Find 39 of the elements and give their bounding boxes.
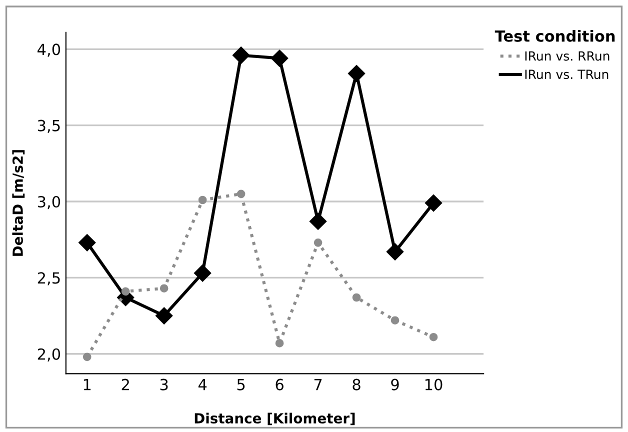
x-tick-label: 4 <box>198 379 207 390</box>
y-tick-label: 4,0 <box>38 44 60 57</box>
point <box>314 238 322 247</box>
legend-title: Test condition <box>494 30 615 42</box>
y-tick-label: 3,5 <box>38 120 60 133</box>
legend-label: IRun vs. TRun <box>525 70 608 80</box>
x-axis-title: Distance [Kilometer] <box>194 412 355 426</box>
point <box>429 332 438 342</box>
point <box>348 64 366 82</box>
x-tick-label: 2 <box>122 378 129 390</box>
x-tick-label: 7 <box>314 379 322 390</box>
point <box>271 50 288 67</box>
x-tick-label: 9 <box>391 378 399 390</box>
x-tick-label: 6 <box>276 378 284 390</box>
point <box>78 234 96 252</box>
x-tick-label: 1 <box>84 379 91 390</box>
point <box>352 293 361 302</box>
point <box>275 339 284 348</box>
point <box>236 190 246 198</box>
point <box>156 307 173 324</box>
point <box>310 212 327 230</box>
point <box>386 243 404 260</box>
y-tick-label: 2,5 <box>38 272 60 286</box>
point <box>390 316 400 325</box>
point <box>198 196 207 204</box>
point <box>194 264 212 282</box>
y-axis-title: DeltaD [m/s2] <box>12 150 25 256</box>
point <box>121 287 130 296</box>
y-tick-label: 2,0 <box>38 348 60 362</box>
legend-label: IRun vs. RRun <box>525 51 610 61</box>
x-tick-label: 3 <box>160 378 168 390</box>
point <box>232 46 250 64</box>
point <box>424 194 442 212</box>
x-tick-label: 8 <box>352 378 360 390</box>
point <box>160 284 168 293</box>
x-tick-label: 5 <box>237 379 245 390</box>
point <box>82 352 92 362</box>
x-tick-label: 10 <box>425 378 442 390</box>
y-tick-label: 3,0 <box>38 196 60 210</box>
